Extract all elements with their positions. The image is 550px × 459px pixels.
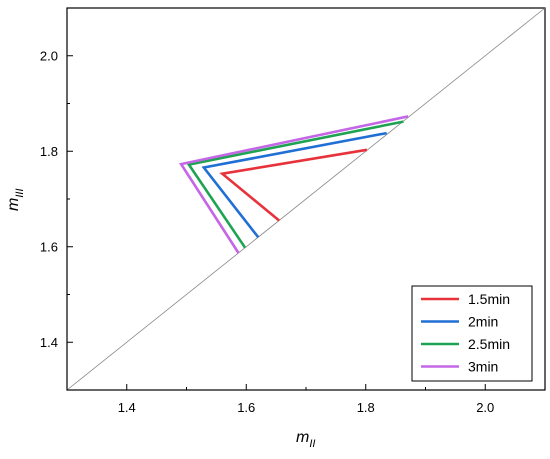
series-layer bbox=[178, 115, 409, 254]
x-axis-label: mII bbox=[296, 429, 315, 450]
legend-label: 2.5min bbox=[468, 336, 510, 352]
legend-label: 3min bbox=[468, 359, 498, 375]
legend-label: 1.5min bbox=[468, 291, 510, 307]
x-tick-label: 2.0 bbox=[476, 400, 494, 415]
x-tick-label: 1.6 bbox=[237, 400, 255, 415]
y-tick-label: 2.0 bbox=[40, 48, 58, 63]
series-line-3min bbox=[178, 115, 409, 254]
series-line-2min bbox=[201, 131, 387, 238]
diagonal-reference-line bbox=[66, 7, 546, 391]
y-tick-label: 1.8 bbox=[40, 144, 58, 159]
y-tick-label: 1.6 bbox=[40, 239, 58, 254]
series-line-1.5min bbox=[219, 148, 368, 222]
legend: 1.5min 2min 2.5min 3min bbox=[411, 285, 533, 382]
ticks-layer: 1.4 1.6 1.8 2.0 1.4 1.6 1.8 2.0 bbox=[40, 7, 546, 415]
y-tick-label: 1.4 bbox=[40, 335, 58, 350]
x-tick-label: 1.8 bbox=[357, 400, 375, 415]
legend-label: 2min bbox=[468, 314, 498, 330]
legend-box bbox=[411, 285, 533, 382]
series-line-2.5min bbox=[186, 120, 404, 249]
y-axis-label: mIII bbox=[5, 189, 26, 212]
x-tick-label: 1.4 bbox=[118, 400, 136, 415]
